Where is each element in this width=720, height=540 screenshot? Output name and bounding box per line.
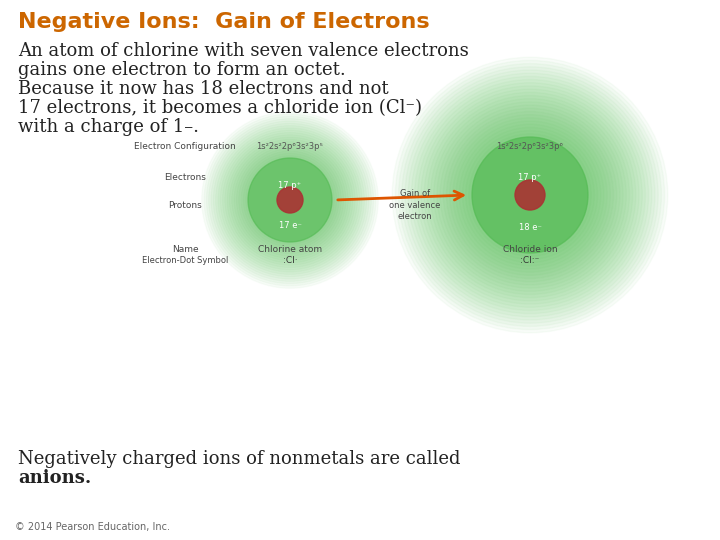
- Text: :Cl:⁻: :Cl:⁻: [521, 256, 540, 265]
- Circle shape: [248, 158, 332, 242]
- Text: 1s²2s²2p⁶3s²3p⁵: 1s²2s²2p⁶3s²3p⁵: [256, 142, 323, 151]
- Text: Negative Ions:  Gain of Electrons: Negative Ions: Gain of Electrons: [18, 12, 430, 32]
- Text: Because it now has 18 electrons and not: Because it now has 18 electrons and not: [18, 80, 389, 98]
- Text: Negatively charged ions of nonmetals are called: Negatively charged ions of nonmetals are…: [18, 450, 461, 468]
- Text: 18 e⁻: 18 e⁻: [518, 222, 541, 232]
- Circle shape: [472, 137, 588, 253]
- Text: 17 p⁺: 17 p⁺: [279, 181, 302, 191]
- Circle shape: [277, 187, 303, 213]
- Text: Gain of
one valence
electron: Gain of one valence electron: [390, 190, 441, 221]
- Text: 1s²2s²2p⁶3s²3p⁶: 1s²2s²2p⁶3s²3p⁶: [497, 142, 564, 151]
- Text: Electron Configuration: Electron Configuration: [134, 142, 236, 151]
- Text: Chlorine atom: Chlorine atom: [258, 245, 322, 254]
- Circle shape: [515, 180, 545, 210]
- Text: 17 e⁻: 17 e⁻: [279, 220, 302, 230]
- Text: Name: Name: [171, 245, 198, 254]
- Text: :Cl·: :Cl·: [283, 256, 297, 265]
- Text: 17 p⁺: 17 p⁺: [518, 172, 541, 181]
- Text: anions.: anions.: [18, 469, 91, 487]
- Text: Chloride ion: Chloride ion: [503, 245, 557, 254]
- Text: An atom of chlorine with seven valence electrons: An atom of chlorine with seven valence e…: [18, 42, 469, 60]
- Text: Electron-Dot Symbol: Electron-Dot Symbol: [142, 256, 228, 265]
- Text: Protons: Protons: [168, 200, 202, 210]
- Text: with a charge of 1–.: with a charge of 1–.: [18, 118, 199, 136]
- Text: gains one electron to form an octet.: gains one electron to form an octet.: [18, 61, 346, 79]
- Text: 17 electrons, it becomes a chloride ion (Cl⁻): 17 electrons, it becomes a chloride ion …: [18, 99, 422, 117]
- Text: Electrons: Electrons: [164, 173, 206, 183]
- Text: © 2014 Pearson Education, Inc.: © 2014 Pearson Education, Inc.: [15, 522, 170, 532]
